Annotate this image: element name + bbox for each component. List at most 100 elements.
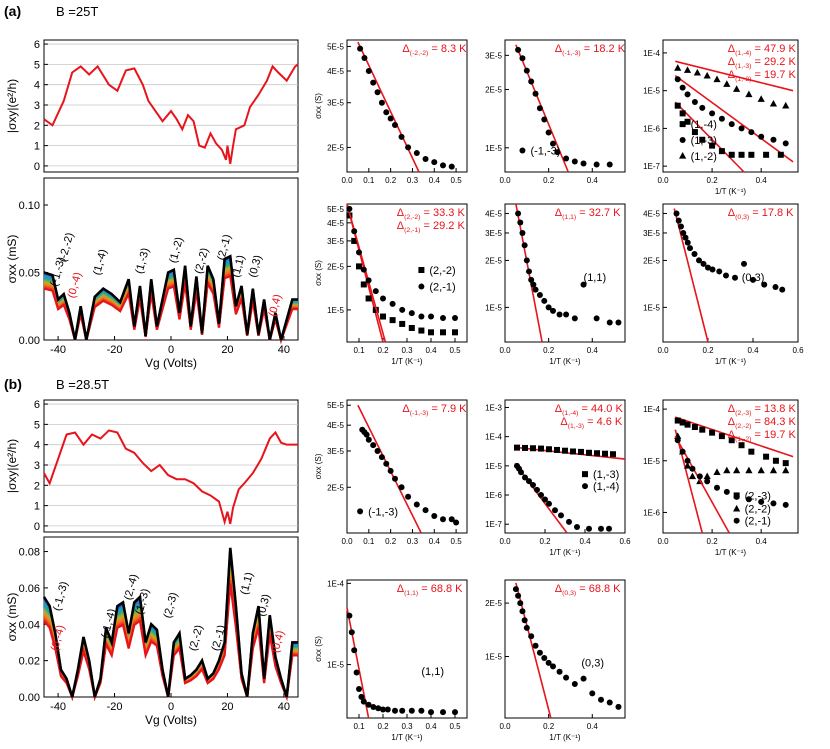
- b-p3-x-tick-label: 0.0: [657, 537, 669, 546]
- a-p3-fit-line: [675, 60, 794, 92]
- a-p5-data-point: [615, 319, 622, 326]
- a-p5-data-point: [545, 304, 552, 311]
- b-p3-data-point: [709, 429, 716, 436]
- b-p3-data-point: [674, 437, 681, 444]
- b-p1-x-tick-label: 0.5: [451, 537, 463, 546]
- a-p5-data-point: [593, 315, 600, 322]
- a-p2-data-point: [519, 55, 526, 62]
- a-p2-x-tick-label: 0.0: [499, 176, 511, 185]
- a-sxy-y-tick-label: 1: [34, 141, 40, 153]
- a-p6-data-point: [680, 229, 687, 236]
- b-p5-x-axis-label: 1/T (K⁻¹): [549, 733, 581, 742]
- b-p3-legend-marker: [733, 504, 741, 512]
- a-p2-y-tick-label: 2E-5: [485, 85, 502, 94]
- a-p5-data-point: [606, 319, 613, 326]
- a-sxx-filling-label: (0,4): [267, 293, 284, 318]
- b-p3-x-tick-label: 0.4: [756, 537, 768, 546]
- a-p3-legend-marker: [679, 136, 686, 143]
- b-p4-plot-frame: [346, 579, 468, 719]
- b-sxx-x-tick-label: -20: [107, 701, 123, 713]
- b-p2-x-tick-label: 0.0: [499, 537, 511, 546]
- b-p3-x-axis-label: 1/T (K⁻¹): [715, 548, 747, 557]
- a-sxy-y-tick-label: 5: [34, 59, 40, 71]
- a-p6-data-point: [700, 260, 707, 267]
- a-p5-data-point: [519, 229, 526, 236]
- a-p1-gap-label: Δ(-2,-2) = 8.3 K: [402, 43, 467, 57]
- b-p3-data-point: [684, 421, 691, 428]
- a-p1-y-axis-label: σxx (S): [314, 93, 323, 119]
- a-p4-y-tick-label: 3E-5: [327, 237, 344, 246]
- b-p4-x-tick-label: 0.4: [425, 722, 437, 731]
- a-p4-data-point: [365, 277, 372, 284]
- a-sxx-y-tick-label: 0.10: [19, 200, 40, 212]
- a-p5-data-point: [523, 257, 530, 264]
- a-sxx-x-tick-label: 0: [168, 344, 174, 356]
- b-p1-y-axis-label: σxx (S): [314, 453, 323, 479]
- b-p5-data-point: [550, 663, 556, 670]
- a-sxy-y-tick-label: 2: [34, 120, 40, 132]
- b-sxx-y-tick-label: 0.06: [19, 583, 40, 595]
- b-p3-data-point: [679, 419, 686, 426]
- b-p2-data-point: [530, 482, 536, 489]
- a-p6-data-point: [761, 281, 768, 288]
- a-p1-x-tick-label: 0.1: [363, 176, 375, 185]
- b-p1-x-tick-label: 0.1: [363, 537, 375, 546]
- b-p2-data-point: [552, 507, 558, 514]
- b-p2-gap-label: Δ(1,-3) = 4.6 K: [560, 416, 623, 430]
- b-p5-data-point: [606, 699, 613, 706]
- field-label-a: B =25T: [56, 4, 98, 19]
- a-sxx-y-tick-label: 0.00: [19, 335, 40, 347]
- a-sxy-y-tick-label: 4: [34, 80, 40, 92]
- b-sxy-y-tick-label: 3: [34, 460, 40, 472]
- a-p3-x-tick-label: 0.0: [657, 176, 669, 185]
- a-p4-data-point: [399, 320, 406, 327]
- a-p5-data-point: [521, 242, 528, 249]
- b-p4-gap-label: Δ(1,1) = 68.8 K: [397, 583, 463, 597]
- a-p5-x-tick-label: 0.2: [543, 346, 555, 355]
- a-p1-y-tick-label: 3E-5: [327, 99, 344, 108]
- b-p3-gap-label: Δ(1,-2) = 19.7 K: [728, 429, 797, 443]
- a-p4-data-point: [351, 228, 358, 235]
- b-p1-x-tick-label: 0.0: [341, 537, 353, 546]
- a-p2-data-point: [515, 46, 522, 53]
- a-p3-y-tick-label: 1E-5: [643, 87, 660, 96]
- b-sxy-y-tick-label: 5: [34, 419, 40, 431]
- a-p1-data-point: [413, 150, 420, 157]
- a-p1-y-tick-label: 4E-5: [327, 67, 344, 76]
- a-sxy-trace: [43, 63, 299, 165]
- b-p3-x-tick-label: 0.2: [707, 537, 719, 546]
- a-p3-x-tick-label: 0.2: [707, 176, 719, 185]
- b-p3-data-point: [689, 465, 696, 472]
- a-sxy-y-tick-label: 3: [34, 100, 40, 112]
- a-p6-data-point: [741, 260, 747, 267]
- b-p3-data-point: [738, 442, 745, 449]
- a-p3-fit-line: [674, 75, 794, 163]
- a-p1-data-point: [405, 144, 412, 151]
- a-p3-legend-marker: [679, 152, 687, 159]
- a-p5-data-point: [580, 281, 587, 288]
- a-p5-data-point: [556, 311, 563, 318]
- a-p1-fit-line: [357, 41, 420, 173]
- a-p6-gap-label: Δ(0,3) = 17.8 K: [728, 207, 794, 221]
- a-p4-y-tick-label: 2E-5: [327, 262, 344, 271]
- a-sxx-trace-base: [43, 254, 298, 341]
- a-p6-x-tick-label: 0.2: [702, 346, 714, 355]
- b-p1-data-point: [374, 447, 381, 454]
- b-p1-data-point: [440, 516, 446, 523]
- a-p3-data-point: [709, 110, 716, 117]
- a-p1-data-point: [440, 162, 446, 169]
- b-p5-x-tick-label: 0.4: [587, 722, 599, 731]
- b-sxy-trace: [43, 429, 298, 526]
- b-p1-y-tick-label: 4E-5: [327, 421, 344, 430]
- a-sxx-filling-label: (1,1): [230, 254, 247, 279]
- b-p1-data-point: [378, 454, 385, 461]
- b-sxy-y-tick-label: 6: [34, 399, 40, 411]
- a-p5-gap-label: Δ(1,1) = 32.7 K: [555, 207, 621, 221]
- b-p1-data-point: [365, 436, 372, 443]
- a-sxx-x-axis-label: Vg (Volts): [145, 356, 197, 370]
- a-p2-data-point: [580, 160, 587, 167]
- b-sxx-y-tick-label: 0.08: [19, 547, 40, 559]
- b-p5-data-point: [563, 674, 570, 681]
- a-p4-legend-marker: [418, 267, 425, 273]
